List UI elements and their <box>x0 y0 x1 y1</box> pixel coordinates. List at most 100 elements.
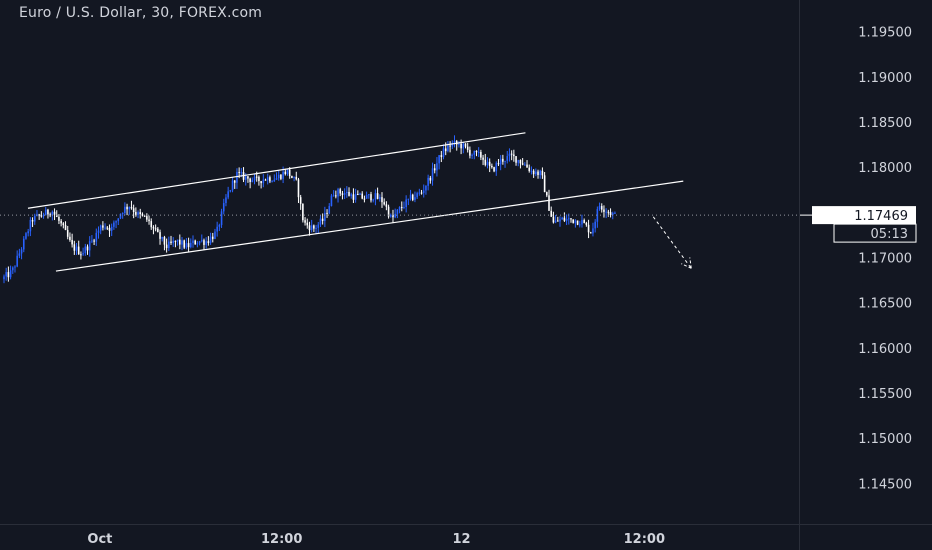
forecast-arrowhead-left <box>681 263 692 269</box>
candle-body <box>205 241 207 245</box>
last-price-tag: 1.17469 05:13 <box>800 206 917 243</box>
candle-body <box>491 165 493 168</box>
candle-body <box>508 153 511 157</box>
candle-body <box>299 197 302 204</box>
candle-body <box>148 219 150 222</box>
candle-body <box>163 236 166 245</box>
candle-body <box>236 171 238 183</box>
candle-body <box>550 210 553 217</box>
candle-body <box>75 246 78 251</box>
candle-body <box>293 176 295 178</box>
candle-body <box>51 211 54 216</box>
candle-body <box>168 241 170 249</box>
candle-body <box>216 226 218 232</box>
candle-body <box>372 199 374 201</box>
candle-body <box>183 240 186 248</box>
candle-body <box>251 180 254 182</box>
candle-body <box>554 220 557 223</box>
candle-body <box>121 213 124 215</box>
candle-body <box>394 213 396 218</box>
price-tick-label: 1.15000 <box>858 432 912 447</box>
candle-body <box>563 217 566 221</box>
price-tick-label: 1.18000 <box>858 161 912 176</box>
candle-body <box>429 177 432 181</box>
candle-body <box>449 145 451 147</box>
candle-body <box>567 218 570 220</box>
candle-body <box>383 202 385 205</box>
candle-body <box>330 195 333 207</box>
candle-body <box>14 266 16 268</box>
candle-body <box>348 191 350 196</box>
drawings-layer[interactable] <box>0 132 800 272</box>
candle-body <box>271 181 273 183</box>
candle-body <box>398 207 401 210</box>
candle-body <box>102 225 104 228</box>
candle-body <box>161 236 164 239</box>
candle-body <box>99 225 102 231</box>
candle-body <box>313 225 315 229</box>
candle-body <box>25 233 27 239</box>
candle-body <box>581 220 583 225</box>
candle-body <box>543 175 546 193</box>
candle-body <box>462 143 465 149</box>
channel-upper-trendline[interactable] <box>27 132 526 209</box>
candle-body <box>84 246 87 254</box>
candle-body <box>497 163 500 165</box>
price-axis[interactable]: 1.195001.190001.185001.180001.175001.170… <box>858 26 912 493</box>
candle-body <box>165 244 168 249</box>
candle-body <box>295 176 298 180</box>
candle-body <box>238 171 240 173</box>
candle-body <box>273 179 276 182</box>
candle-body <box>7 272 10 278</box>
candle-body <box>460 143 462 149</box>
candle-body <box>352 194 355 200</box>
candle-body <box>64 225 67 231</box>
candle-body <box>222 203 225 212</box>
candle-body <box>143 215 146 217</box>
candle-body <box>526 164 528 168</box>
candle-body <box>141 214 144 216</box>
time-axis[interactable]: Oct 12:00 12 12:00 <box>87 532 665 547</box>
candle-body <box>548 195 550 211</box>
candle-body <box>260 181 262 184</box>
candle-body <box>126 206 128 210</box>
candle-body <box>583 220 585 223</box>
candle-body <box>611 212 614 216</box>
candle-body <box>407 198 410 200</box>
candle-body <box>317 224 320 228</box>
candle-body <box>414 197 416 200</box>
candle-body <box>95 232 98 242</box>
candle-body <box>38 214 40 216</box>
candle-body <box>510 153 513 155</box>
candle-body <box>376 193 379 199</box>
candle-body <box>389 214 392 217</box>
candle-body <box>405 199 407 208</box>
candle-body <box>519 160 522 164</box>
candle-body <box>5 272 7 277</box>
candle-body <box>53 211 56 215</box>
price-tick-label: 1.17000 <box>858 251 912 266</box>
candle-body <box>438 155 440 164</box>
price-tick-label: 1.14500 <box>858 477 912 492</box>
price-tick-label: 1.15500 <box>858 387 912 402</box>
candle-body <box>185 243 188 248</box>
candle-body <box>29 220 32 232</box>
channel-lower-trendline[interactable] <box>55 180 684 272</box>
candle-body <box>603 209 605 212</box>
forecast-arrow[interactable] <box>652 216 692 269</box>
candle-body <box>614 212 616 214</box>
candle-body <box>11 267 14 271</box>
candle-body <box>359 193 361 195</box>
candle-body <box>233 180 236 183</box>
candle-body <box>117 218 120 222</box>
candle-body <box>255 176 258 178</box>
candle-body <box>557 220 559 222</box>
candle-body <box>146 216 148 220</box>
candle-body <box>466 146 469 150</box>
candle-body <box>86 246 89 251</box>
candle-body <box>306 222 309 226</box>
candle-body <box>332 195 335 197</box>
candle-body <box>477 151 480 153</box>
candle-body <box>302 203 304 221</box>
